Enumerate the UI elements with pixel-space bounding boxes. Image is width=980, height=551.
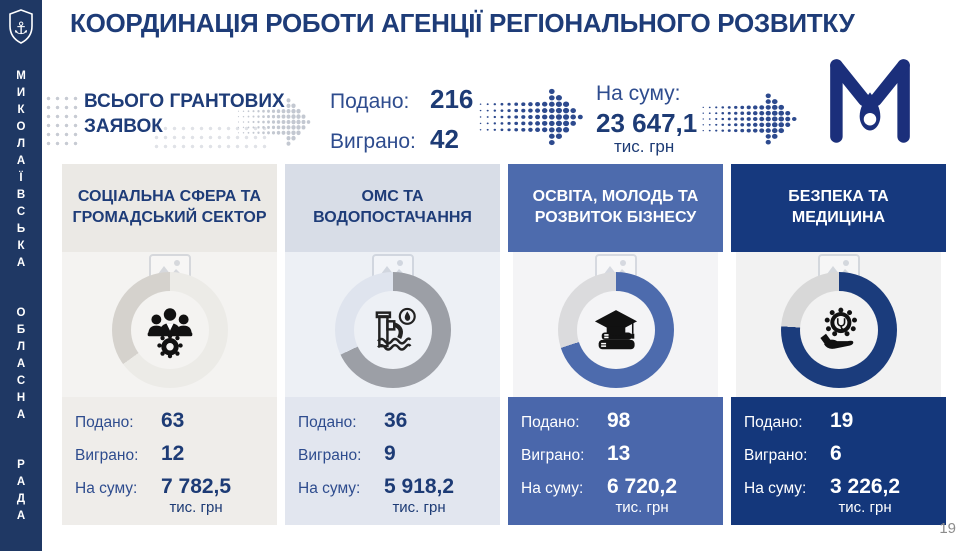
submitted-value: 216 <box>430 84 474 114</box>
stat-label: На суму: <box>298 480 361 497</box>
won-label: Виграно: <box>330 130 416 153</box>
card-education-business: ОСВІТА, МОЛОДЬ ТА РОЗВИТОК БІЗНЕСУ <box>508 164 723 525</box>
city-crest-anchor-icon: ⚓ <box>9 9 33 44</box>
sidebar: ⚓ МИКОЛАЇВСЬКА ОБЛАСНА РАДА <box>0 0 42 551</box>
stat-label: Виграно: <box>521 447 585 464</box>
stat-label: На суму: <box>521 480 584 497</box>
sum-label: На суму: <box>596 82 681 105</box>
stat-label: Подано: <box>75 414 134 431</box>
card-social-sector: СОЦІАЛЬНА СФЕРА ТА ГРОМАДСЬКИЙ СЕКТОР <box>62 164 277 525</box>
card-icon-panel <box>736 251 941 397</box>
stat-unit: тис. грн <box>392 499 446 516</box>
card-water-supply: ОМС ТА ВОДОПОСТАЧАННЯ <box>285 164 500 525</box>
stat-unit: тис. грн <box>615 499 669 516</box>
stat-unit: тис. грн <box>838 499 892 516</box>
donut-ring <box>557 271 674 388</box>
stat-value: 63 <box>161 409 185 432</box>
donut-ring <box>334 271 451 388</box>
card-title: БЕЗПЕКА ТА МЕДИЦИНА <box>731 164 946 252</box>
won-value: 42 <box>430 124 459 154</box>
card-security-medicine: БЕЗПЕКА ТА МЕДИЦИНА <box>731 164 946 525</box>
page-number: 19 <box>939 520 956 537</box>
stat-value: 5 918,2 <box>384 475 455 498</box>
sum-value: 23 647,1 <box>596 108 698 138</box>
medical-gear-hand-icon <box>819 307 857 349</box>
stat-label: На суму: <box>744 480 807 497</box>
card-title: СОЦІАЛЬНА СФЕРА ТА ГРОМАДСЬКИЙ СЕКТОР <box>62 164 277 252</box>
org-name-vertical: МИКОЛАЇВСЬКА ОБЛАСНА РАДА <box>15 70 27 527</box>
stat-value: 3 226,2 <box>830 475 901 498</box>
dotted-arrow-icon <box>702 93 797 145</box>
summary-counts: Подано: 216 Виграно: 42 <box>330 84 473 155</box>
card-icon-panel <box>62 251 277 397</box>
stat-label: Подано: <box>521 414 580 431</box>
stat-label: На суму: <box>75 480 138 497</box>
summary-label: ВСЬОГО ГРАНТОВИХ ЗАЯВОК <box>84 91 285 137</box>
dot-grid-decoration <box>152 124 270 150</box>
stat-unit: тис. грн <box>169 499 223 516</box>
stat-value: 9 <box>384 442 396 465</box>
stat-value: 12 <box>161 442 185 465</box>
mykolaiv-m-drop-logo <box>830 59 910 143</box>
stat-label: Подано: <box>744 414 803 431</box>
card-stats: Подано: 36 Виграно: 9 На суму: 5 918,2 тис. … <box>285 397 500 525</box>
education-books-icon <box>594 309 637 349</box>
stat-value: 98 <box>607 409 631 432</box>
submitted-label: Подано: <box>330 90 410 113</box>
sum-unit: тис. грн <box>614 137 675 156</box>
donut-ring <box>780 271 897 388</box>
team-gear-icon <box>147 307 192 358</box>
stat-value: 19 <box>830 409 854 432</box>
card-icon-panel <box>513 251 718 397</box>
svg-text:⚓: ⚓ <box>13 19 28 38</box>
stat-value: 6 720,2 <box>607 475 678 498</box>
card-title: ОМС ТА ВОДОПОСТАЧАННЯ <box>285 164 500 252</box>
dot-grid-decoration <box>44 94 80 150</box>
summary-sum: На суму: 23 647,1 тис. грн <box>596 82 697 157</box>
stat-label: Виграно: <box>75 447 139 464</box>
card-stats: Подано: 19 Виграно: 6 На суму: 3 226,2 тис. … <box>731 397 946 525</box>
card-stats: Подано: 98 Виграно: 13 На суму: 6 720,2 тис.… <box>508 397 723 525</box>
slide-title: КООРДИНАЦІЯ РОБОТИ АГЕНЦІЇ РЕГІОНАЛЬНОГО… <box>70 8 855 38</box>
card-title: ОСВІТА, МОЛОДЬ ТА РОЗВИТОК БІЗНЕСУ <box>508 164 723 252</box>
stat-value: 7 782,5 <box>161 475 232 498</box>
stat-label: Виграно: <box>298 447 362 464</box>
stat-value: 6 <box>830 442 842 465</box>
stat-label: Подано: <box>298 414 357 431</box>
card-stats: Подано: 63 Виграно: 12 На суму: 7 782,5 тис.… <box>62 397 277 525</box>
dotted-arrow-icon <box>479 88 583 146</box>
category-cards: СОЦІАЛЬНА СФЕРА ТА ГРОМАДСЬКИЙ СЕКТОР <box>62 164 946 525</box>
stat-value: 36 <box>384 409 408 432</box>
stat-label: Виграно: <box>744 447 808 464</box>
stat-value: 13 <box>607 442 631 465</box>
card-icon-panel <box>285 251 500 397</box>
donut-ring <box>111 271 228 388</box>
water-supply-icon <box>375 307 416 351</box>
